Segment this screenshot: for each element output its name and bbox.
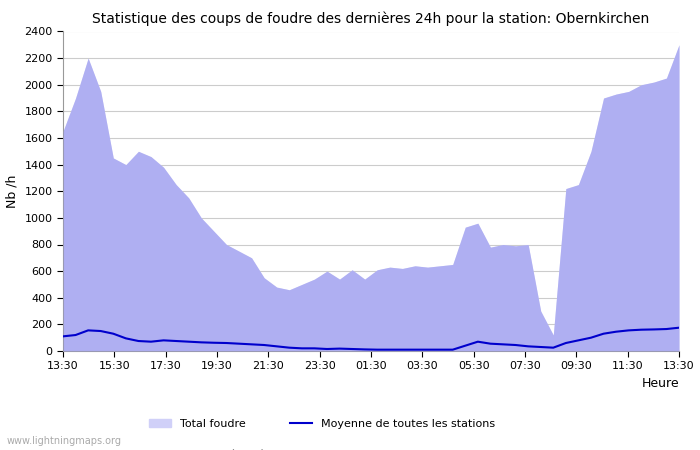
- Text: Heure: Heure: [641, 377, 679, 390]
- Text: www.lightningmaps.org: www.lightningmaps.org: [7, 436, 122, 446]
- Title: Statistique des coups de foudre des dernières 24h pour la station: Obernkirchen: Statistique des coups de foudre des dern…: [92, 12, 650, 26]
- Y-axis label: Nb /h: Nb /h: [6, 175, 19, 208]
